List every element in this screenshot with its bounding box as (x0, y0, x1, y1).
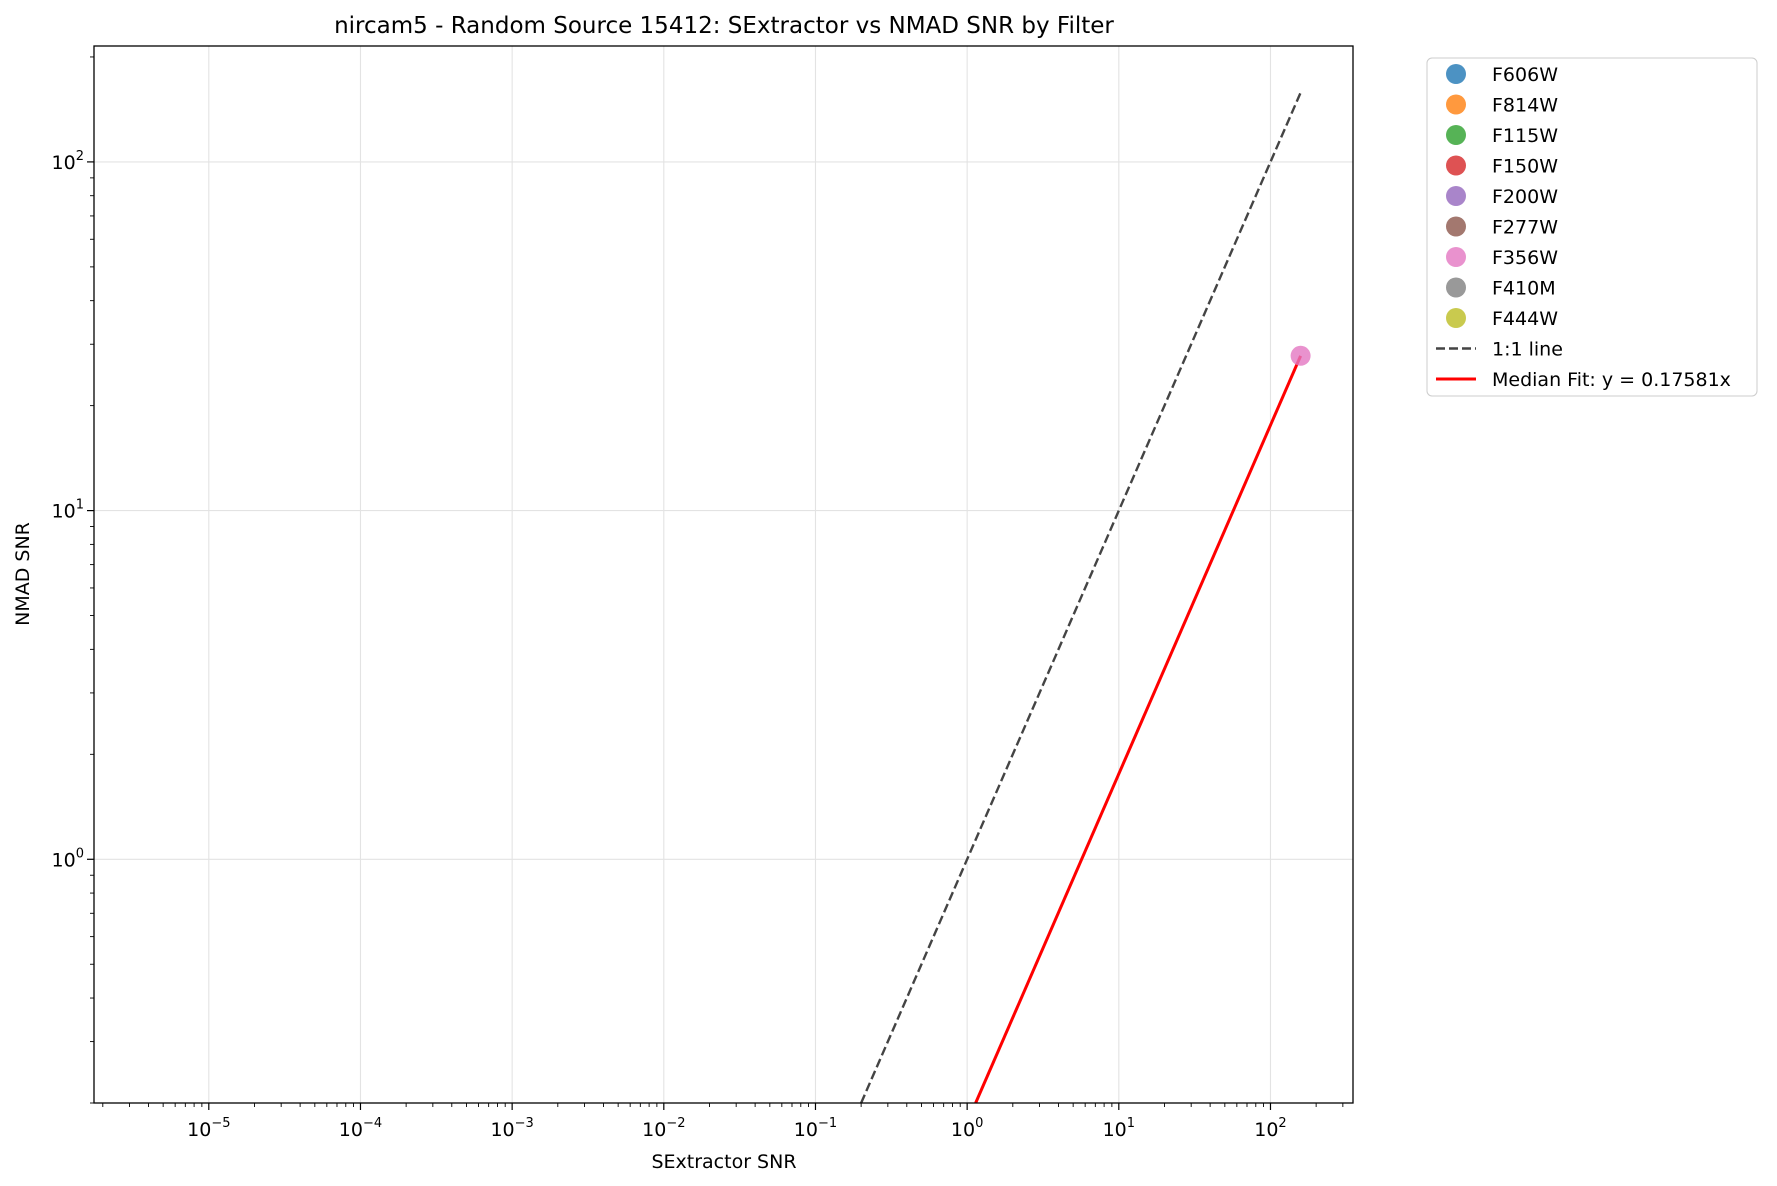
legend-label: F150W (1492, 156, 1558, 178)
legend-frame (1426, 57, 1758, 397)
x-tick-label: 101 (1103, 1116, 1135, 1141)
legend-item: F410M (1446, 277, 1556, 300)
legend-label: F410M (1492, 278, 1556, 300)
x-tick-label: 10−2 (642, 1116, 685, 1141)
legend-item: F150W (1446, 155, 1558, 178)
x-tick-label-exponent: −4 (363, 1116, 382, 1131)
legend-marker (1446, 247, 1466, 267)
plot-area (87, 45, 1354, 1110)
minor-ticks (90, 56, 1344, 1107)
x-tick-label: 10−1 (794, 1116, 837, 1141)
y-tick-label: 102 (52, 149, 84, 174)
x-tick-label: 102 (1254, 1116, 1286, 1141)
legend-marker (1446, 308, 1466, 328)
legend-label: F444W (1492, 308, 1558, 330)
x-tick-label-exponent: 0 (975, 1116, 983, 1131)
y-tick-label-base: 10 (52, 501, 76, 523)
x-tick-label-base: 10 (490, 1119, 514, 1141)
legend-label: F200W (1492, 186, 1558, 208)
reference-lines (860, 92, 1302, 1104)
legend-item: F277W (1446, 216, 1558, 239)
legend-entries: F606W F814W F115W F150W F200W F277W F356W F410M… (1436, 64, 1731, 391)
legend: F606W F814W F115W F150W F200W F277W F356W F410M… (1426, 57, 1758, 397)
legend-label: F277W (1492, 217, 1558, 239)
x-tick-label-exponent: 1 (1127, 1116, 1135, 1131)
y-tick-label-base: 10 (52, 152, 76, 174)
x-tick-label-base: 10 (1254, 1119, 1278, 1141)
one-to-one-line (860, 92, 1302, 1104)
major-ticks (87, 161, 1272, 1110)
legend-label: 1:1 line (1492, 339, 1563, 361)
y-tick-label: 101 (52, 498, 84, 523)
legend-item: F606W (1446, 64, 1558, 86)
x-tick-label-exponent: −3 (515, 1116, 534, 1131)
y-tick-label-exponent: 1 (76, 498, 84, 513)
x-tick-label-base: 10 (794, 1119, 818, 1141)
x-tick-label-exponent: −1 (818, 1116, 837, 1131)
x-tick-label-base: 10 (339, 1119, 363, 1141)
legend-marker (1446, 216, 1466, 237)
chart-title: nircam5 - Random Source 15412: SExtracto… (334, 13, 1114, 39)
y-tick-label-exponent: 2 (76, 149, 84, 164)
legend-marker (1446, 186, 1466, 206)
x-tick-label: 100 (951, 1116, 983, 1141)
data-points (1290, 345, 1311, 366)
y-tick-label: 100 (52, 846, 84, 871)
x-axis-label: SExtractor SNR (651, 1151, 796, 1173)
legend-marker (1446, 94, 1466, 115)
legend-label: F814W (1492, 95, 1558, 117)
legend-marker (1446, 277, 1466, 298)
x-tick-label-base: 10 (642, 1119, 666, 1141)
x-tick-label-base: 10 (1103, 1119, 1127, 1141)
x-tick-label: 10−4 (339, 1116, 382, 1141)
legend-label: F606W (1492, 64, 1558, 86)
legend-item: F814W (1446, 94, 1558, 117)
data-point-f356w (1290, 345, 1311, 366)
x-tick-label: 10−3 (490, 1116, 533, 1141)
legend-marker (1446, 155, 1466, 176)
legend-item: F115W (1446, 125, 1558, 147)
x-tick-labels: 10−5 10−4 10−3 10−2 10−1 100 101 102 (187, 1116, 1287, 1141)
legend-label: F356W (1492, 247, 1558, 269)
legend-item: 1:1 line (1436, 339, 1563, 361)
x-tick-label-exponent: −2 (666, 1116, 685, 1131)
median-fit-line (974, 355, 1302, 1104)
y-tick-label-exponent: 0 (76, 846, 84, 861)
legend-marker (1446, 64, 1466, 84)
x-tick-label-exponent: −5 (211, 1116, 230, 1131)
legend-item: Median Fit: y = 0.17581x (1436, 369, 1731, 391)
y-axis-label: NMAD SNR (12, 522, 34, 626)
grid-lines (94, 46, 1353, 1103)
x-tick-label-base: 10 (951, 1119, 975, 1141)
legend-label: F115W (1492, 125, 1558, 147)
x-tick-label-base: 10 (187, 1119, 211, 1141)
x-tick-label-exponent: 2 (1278, 1116, 1286, 1131)
legend-item: F200W (1446, 186, 1558, 208)
legend-item: F444W (1446, 308, 1558, 330)
legend-item: F356W (1446, 247, 1558, 269)
x-tick-label: 10−5 (187, 1116, 230, 1141)
legend-marker (1446, 125, 1466, 145)
y-tick-label-base: 10 (52, 849, 76, 871)
legend-label: Median Fit: y = 0.17581x (1492, 369, 1731, 391)
axes-frame (93, 45, 1354, 1104)
